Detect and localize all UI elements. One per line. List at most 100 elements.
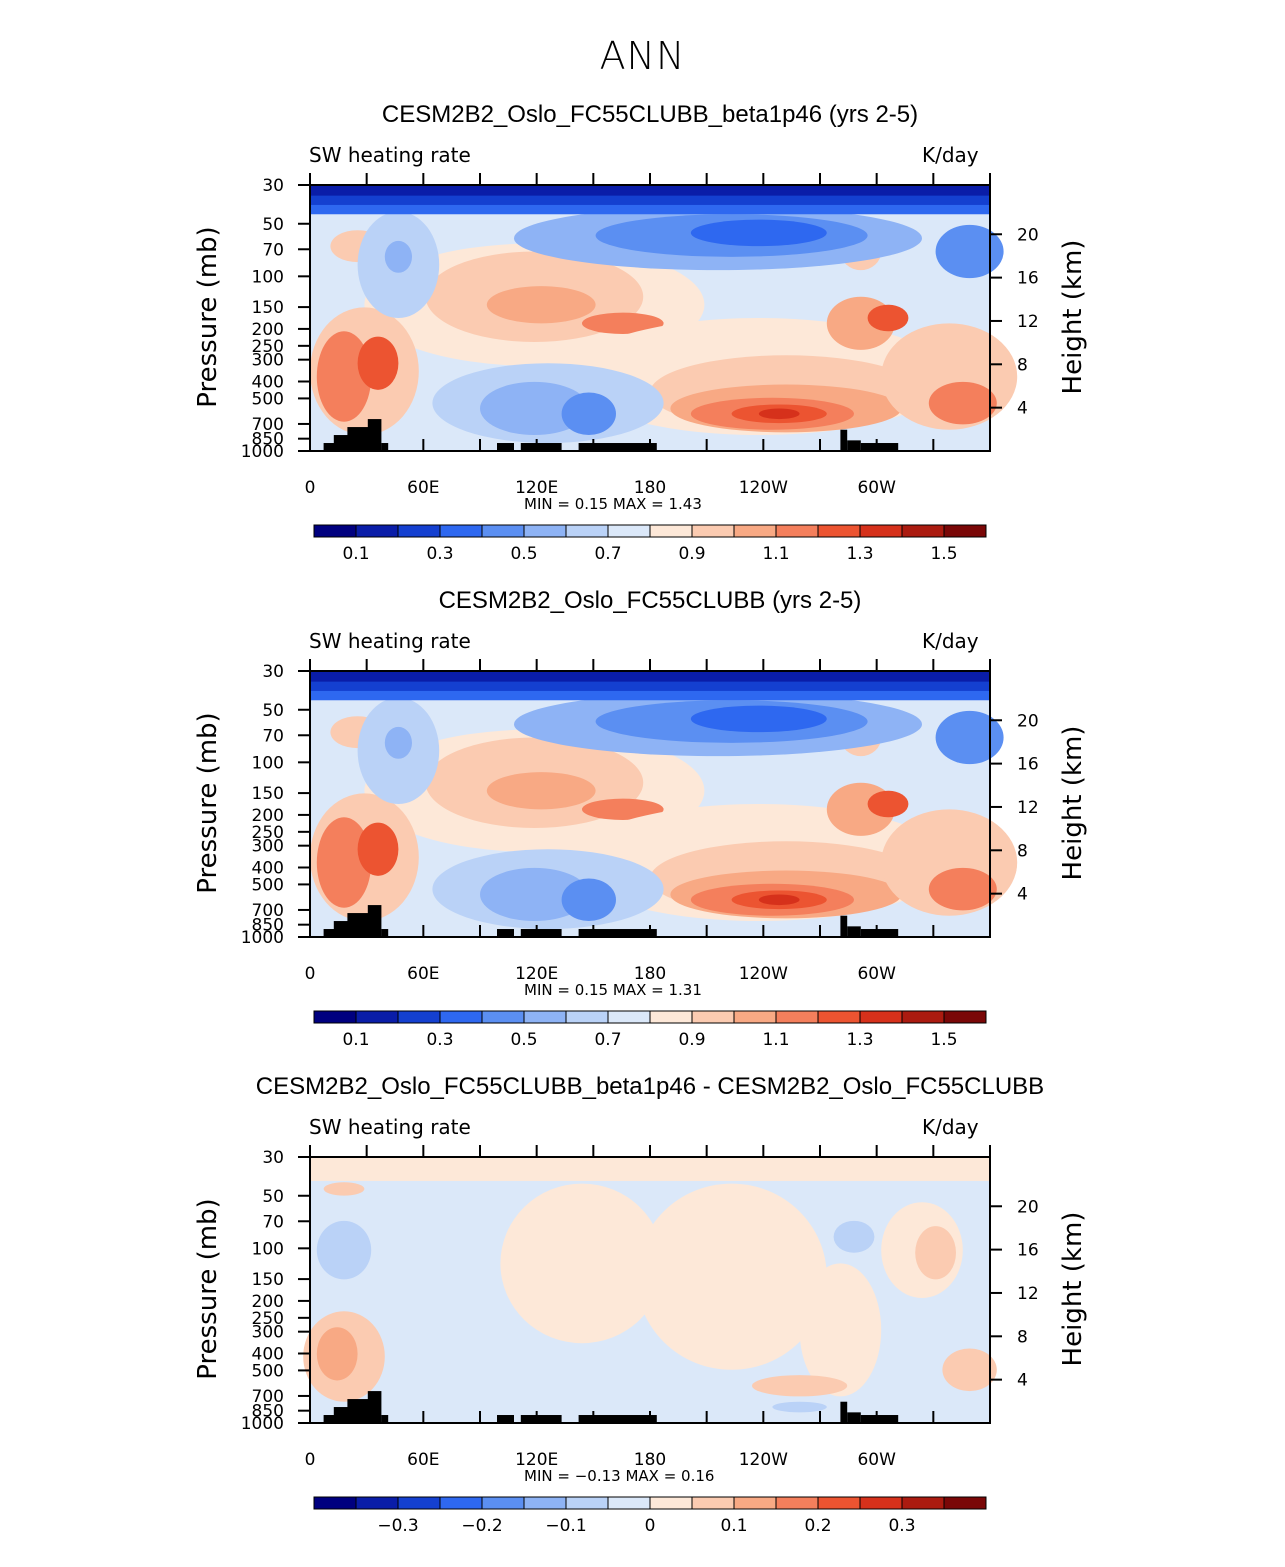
contour-region bbox=[357, 336, 399, 390]
topography-block bbox=[860, 929, 899, 937]
topography-block bbox=[381, 929, 389, 937]
colorbar-swatch bbox=[565, 524, 609, 538]
topography-block bbox=[840, 915, 848, 937]
contour-region bbox=[384, 240, 412, 273]
x-tick-label: 120W bbox=[739, 478, 788, 498]
colorbar-swatch bbox=[691, 1010, 735, 1024]
x-tick-label: 120E bbox=[515, 1450, 558, 1470]
colorbar-swatch bbox=[691, 1496, 735, 1510]
y-tick-label: 50 bbox=[262, 701, 284, 721]
colorbar-swatch bbox=[565, 1010, 609, 1024]
y-tick-label: 200 bbox=[252, 806, 284, 826]
min-max-label: MIN = −0.13 MAX = 0.16 bbox=[524, 1467, 714, 1485]
y-tick-label: 500 bbox=[252, 875, 284, 895]
colorbar-swatch bbox=[397, 1496, 441, 1510]
contour-region bbox=[316, 1327, 358, 1381]
colorbar-swatch bbox=[901, 1496, 945, 1510]
colorbar-label: 0.9 bbox=[678, 544, 705, 564]
colorbar: 0.1 0.3 0.5 0.7 0.9 1.1 1.3 1.5 bbox=[313, 1010, 987, 1050]
colorbar-label: 0 bbox=[645, 1516, 656, 1536]
colorbar-label: 0.1 bbox=[720, 1516, 747, 1536]
y-tick-label: 250 bbox=[252, 823, 284, 843]
y-tick-label: 30 bbox=[262, 1148, 284, 1168]
colorbar-swatch bbox=[649, 524, 693, 538]
colorbar-swatch bbox=[481, 524, 525, 538]
colorbar-label: −0.2 bbox=[461, 1516, 502, 1536]
y-tick-label: 300 bbox=[252, 1323, 284, 1343]
max-value: 0.16 bbox=[681, 1467, 714, 1485]
colorbar-label: 1.1 bbox=[762, 544, 789, 564]
min-value: 0.15 bbox=[575, 981, 613, 999]
topography-block bbox=[578, 929, 657, 937]
min-max-label: MIN = 0.15 MAX = 1.43 bbox=[524, 495, 702, 513]
colorbar: 0.1 0.3 0.5 0.7 0.9 1.1 1.3 1.5 bbox=[313, 524, 987, 564]
contour-region bbox=[799, 1263, 882, 1397]
y-tick-label: 30 bbox=[262, 662, 284, 682]
colorbar-swatch bbox=[817, 1496, 861, 1510]
y2-tick-label: 12 bbox=[1017, 798, 1039, 818]
colorbar-label: 0.1 bbox=[342, 1030, 369, 1050]
contour-region bbox=[758, 408, 800, 420]
topography bbox=[323, 419, 899, 451]
panel-title: CESM2B2_Oslo_FC55CLUBB_beta1p46 (yrs 2-5… bbox=[381, 101, 919, 128]
x-tick-label: 0 bbox=[305, 964, 316, 984]
y-tick-label: 70 bbox=[262, 726, 284, 746]
colorbar-label: 1.3 bbox=[846, 1030, 873, 1050]
colorbar-swatch bbox=[439, 1010, 483, 1024]
colorbar-swatch bbox=[481, 1010, 525, 1024]
y2-tick-label: 8 bbox=[1017, 1327, 1028, 1347]
y-tick-label: 100 bbox=[252, 267, 284, 287]
colorbar-label: 1.1 bbox=[762, 1030, 789, 1050]
topography-block bbox=[520, 929, 562, 937]
colorbar-label: 0.3 bbox=[426, 1030, 453, 1050]
colorbar-swatch bbox=[649, 1496, 693, 1510]
x-tick-label: 120W bbox=[739, 1450, 788, 1470]
contour-region bbox=[752, 1375, 848, 1397]
contour-band bbox=[310, 185, 990, 196]
contour-region bbox=[915, 1226, 956, 1280]
colorbar-swatch bbox=[859, 524, 903, 538]
colorbar-swatch bbox=[313, 524, 357, 538]
contour-region bbox=[323, 1182, 365, 1196]
colorbar-swatch bbox=[313, 1010, 357, 1024]
topography-block bbox=[323, 443, 338, 451]
y-tick-label: 850 bbox=[252, 1402, 284, 1422]
colorbar-label: 0.7 bbox=[594, 1030, 621, 1050]
variable-label: SW heating rate bbox=[309, 629, 471, 653]
variable-label: SW heating rate bbox=[309, 143, 471, 167]
contour-region bbox=[486, 286, 596, 324]
contour-region bbox=[316, 817, 372, 908]
colorbar-swatch bbox=[397, 524, 441, 538]
colorbar-swatch bbox=[649, 1010, 693, 1024]
colorbar-label: 1.3 bbox=[846, 544, 873, 564]
x-tick-label: 60W bbox=[857, 1450, 896, 1470]
colorbar-swatch bbox=[355, 524, 399, 538]
contour-region bbox=[935, 224, 1004, 279]
y-tick-label: 300 bbox=[252, 837, 284, 857]
y-tick-label: 500 bbox=[252, 1361, 284, 1381]
colorbar-swatch bbox=[901, 524, 945, 538]
colorbar-label: 0.1 bbox=[342, 544, 369, 564]
y2-tick-label: 12 bbox=[1017, 312, 1039, 332]
colorbar-swatch bbox=[733, 524, 777, 538]
topography-block bbox=[578, 1415, 657, 1423]
topography-block bbox=[367, 419, 382, 451]
y-tick-label: 300 bbox=[252, 351, 284, 371]
colorbar-label: 1.5 bbox=[930, 544, 957, 564]
contour-region bbox=[636, 1183, 827, 1370]
contour-region bbox=[486, 772, 596, 810]
y-tick-label: 850 bbox=[252, 430, 284, 450]
topography-block bbox=[860, 1415, 899, 1423]
topography-block bbox=[347, 913, 372, 937]
topography-block bbox=[497, 1415, 514, 1423]
colorbar-swatch bbox=[943, 1496, 987, 1510]
colorbar-swatch bbox=[859, 1010, 903, 1024]
contour-band bbox=[310, 1157, 990, 1181]
colorbar-swatch bbox=[775, 1010, 819, 1024]
colorbar: −0.3 −0.2 −0.1 0 0.1 0.2 0.3 bbox=[313, 1496, 987, 1536]
contour-region bbox=[500, 1183, 664, 1344]
topography-block bbox=[367, 905, 382, 937]
colorbar-swatch bbox=[607, 1496, 651, 1510]
y-tick-label: 70 bbox=[262, 1212, 284, 1232]
y2-tick-label: 20 bbox=[1017, 225, 1039, 245]
